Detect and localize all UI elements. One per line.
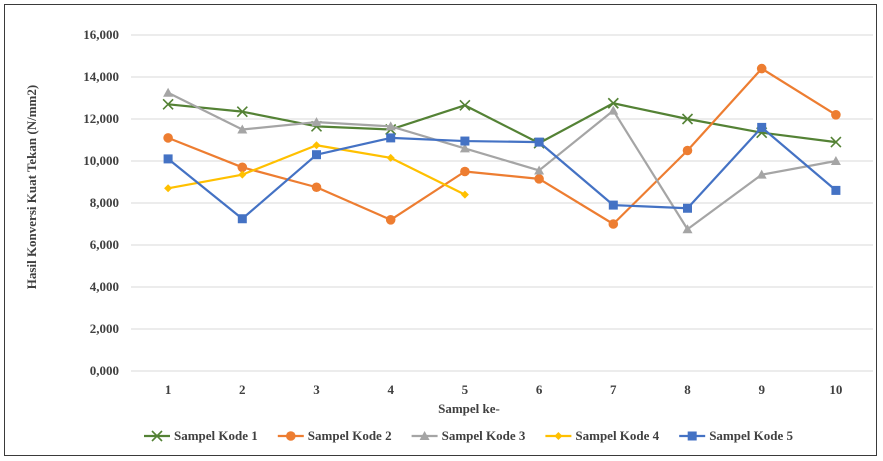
data-point — [608, 219, 619, 229]
data-point — [534, 165, 545, 175]
data-point — [756, 63, 767, 74]
data-point — [236, 106, 248, 118]
legend-label: Sampel Kode 1 — [174, 428, 258, 443]
y-tick-label: 2,000 — [90, 321, 119, 336]
x-tick-label: 7 — [610, 382, 617, 397]
data-point — [386, 153, 395, 162]
x-tick-label: 2 — [239, 382, 246, 397]
series-1 — [162, 97, 842, 149]
data-point — [757, 122, 767, 132]
data-point — [830, 136, 842, 148]
y-tick-label: 4,000 — [90, 279, 119, 294]
series-line — [167, 67, 837, 226]
data-point — [460, 166, 470, 177]
data-point — [608, 200, 618, 210]
series-line — [167, 126, 837, 220]
legend-item: Sampel Kode 4 — [545, 428, 660, 443]
series-5 — [163, 122, 841, 224]
x-tick-label: 8 — [684, 382, 691, 397]
legend-marker — [687, 431, 697, 441]
chart-frame: 0,000 2,000 4,000 6,000 8,000 10,000 12,000 14,… — [4, 4, 877, 456]
series-3 — [163, 87, 841, 234]
legend-marker — [285, 431, 296, 441]
legend-marker — [151, 430, 163, 442]
data-point — [164, 184, 173, 193]
series-2 — [163, 63, 841, 229]
data-point — [163, 87, 174, 97]
data-point — [237, 124, 248, 134]
data-point — [238, 170, 247, 179]
data-point — [312, 141, 321, 150]
x-tick-label: 10 — [829, 382, 842, 397]
data-point — [311, 117, 322, 127]
x-tick-label: 6 — [536, 382, 543, 397]
y-tick-label: 16,000 — [83, 27, 119, 42]
legend-item: Sampel Kode 2 — [277, 428, 392, 443]
legend-marker — [419, 431, 430, 440]
data-point — [386, 133, 396, 143]
data-point — [682, 145, 693, 156]
y-tick-label: 8,000 — [90, 195, 119, 210]
data-point — [311, 182, 322, 193]
data-point — [831, 110, 841, 120]
x-axis-title: Sampel ke- — [438, 401, 500, 416]
data-point — [163, 133, 173, 143]
data-point — [756, 169, 767, 179]
data-point — [830, 156, 841, 165]
x-tick-label: 1 — [165, 382, 172, 397]
data-point — [460, 190, 469, 199]
legend-item: Sampel Kode 3 — [411, 428, 526, 443]
x-tick-label: 5 — [462, 382, 469, 397]
gridlines — [131, 34, 873, 372]
data-point — [312, 150, 321, 160]
data-point — [683, 203, 692, 213]
y-tick-label: 0,000 — [90, 363, 119, 378]
series-lines — [162, 63, 842, 234]
data-point — [460, 136, 470, 146]
legend-label: Sampel Kode 3 — [442, 428, 526, 443]
legend-label: Sampel Kode 2 — [308, 428, 392, 443]
series-line — [167, 102, 837, 145]
series-line — [167, 91, 837, 231]
data-point — [607, 97, 619, 109]
line-chart: 0,000 2,000 4,000 6,000 8,000 10,000 12,000 14,… — [24, 27, 873, 443]
legend-marker — [554, 432, 563, 440]
data-point — [385, 121, 396, 131]
data-point — [534, 174, 544, 184]
data-point — [162, 98, 174, 110]
data-point — [831, 185, 841, 195]
y-tick-label: 12,000 — [83, 111, 119, 126]
data-point — [682, 224, 693, 234]
data-point — [681, 113, 694, 125]
series-4 — [164, 141, 469, 199]
data-point — [534, 137, 544, 147]
y-tick-label: 14,000 — [83, 69, 119, 84]
x-axis-ticks: 1 2 3 4 5 6 7 8 9 10 — [165, 382, 843, 397]
x-tick-label: 4 — [387, 382, 394, 397]
data-point — [163, 154, 173, 164]
legend-item: Sampel Kode 5 — [679, 428, 793, 443]
y-axis-title: Hasil Konversi Kuat Tekan (N/mm2) — [24, 85, 39, 289]
x-tick-label: 3 — [313, 382, 320, 397]
legend-item: Sampel Kode 1 — [144, 428, 258, 443]
legend: Sampel Kode 1 Sampel Kode 2 Sampel Kode 3 S… — [144, 428, 793, 443]
data-point — [237, 214, 247, 224]
y-tick-label: 6,000 — [90, 237, 119, 252]
data-point — [237, 162, 248, 173]
legend-label: Sampel Kode 4 — [575, 428, 659, 443]
y-tick-label: 10,000 — [83, 153, 119, 168]
data-point — [608, 105, 619, 115]
legend-label: Sampel Kode 5 — [709, 428, 793, 443]
y-axis-ticks: 0,000 2,000 4,000 6,000 8,000 10,000 12,000 14,… — [83, 27, 119, 378]
data-point — [459, 99, 471, 111]
data-point — [459, 143, 470, 153]
x-tick-label: 9 — [758, 382, 765, 397]
data-point — [385, 215, 396, 225]
